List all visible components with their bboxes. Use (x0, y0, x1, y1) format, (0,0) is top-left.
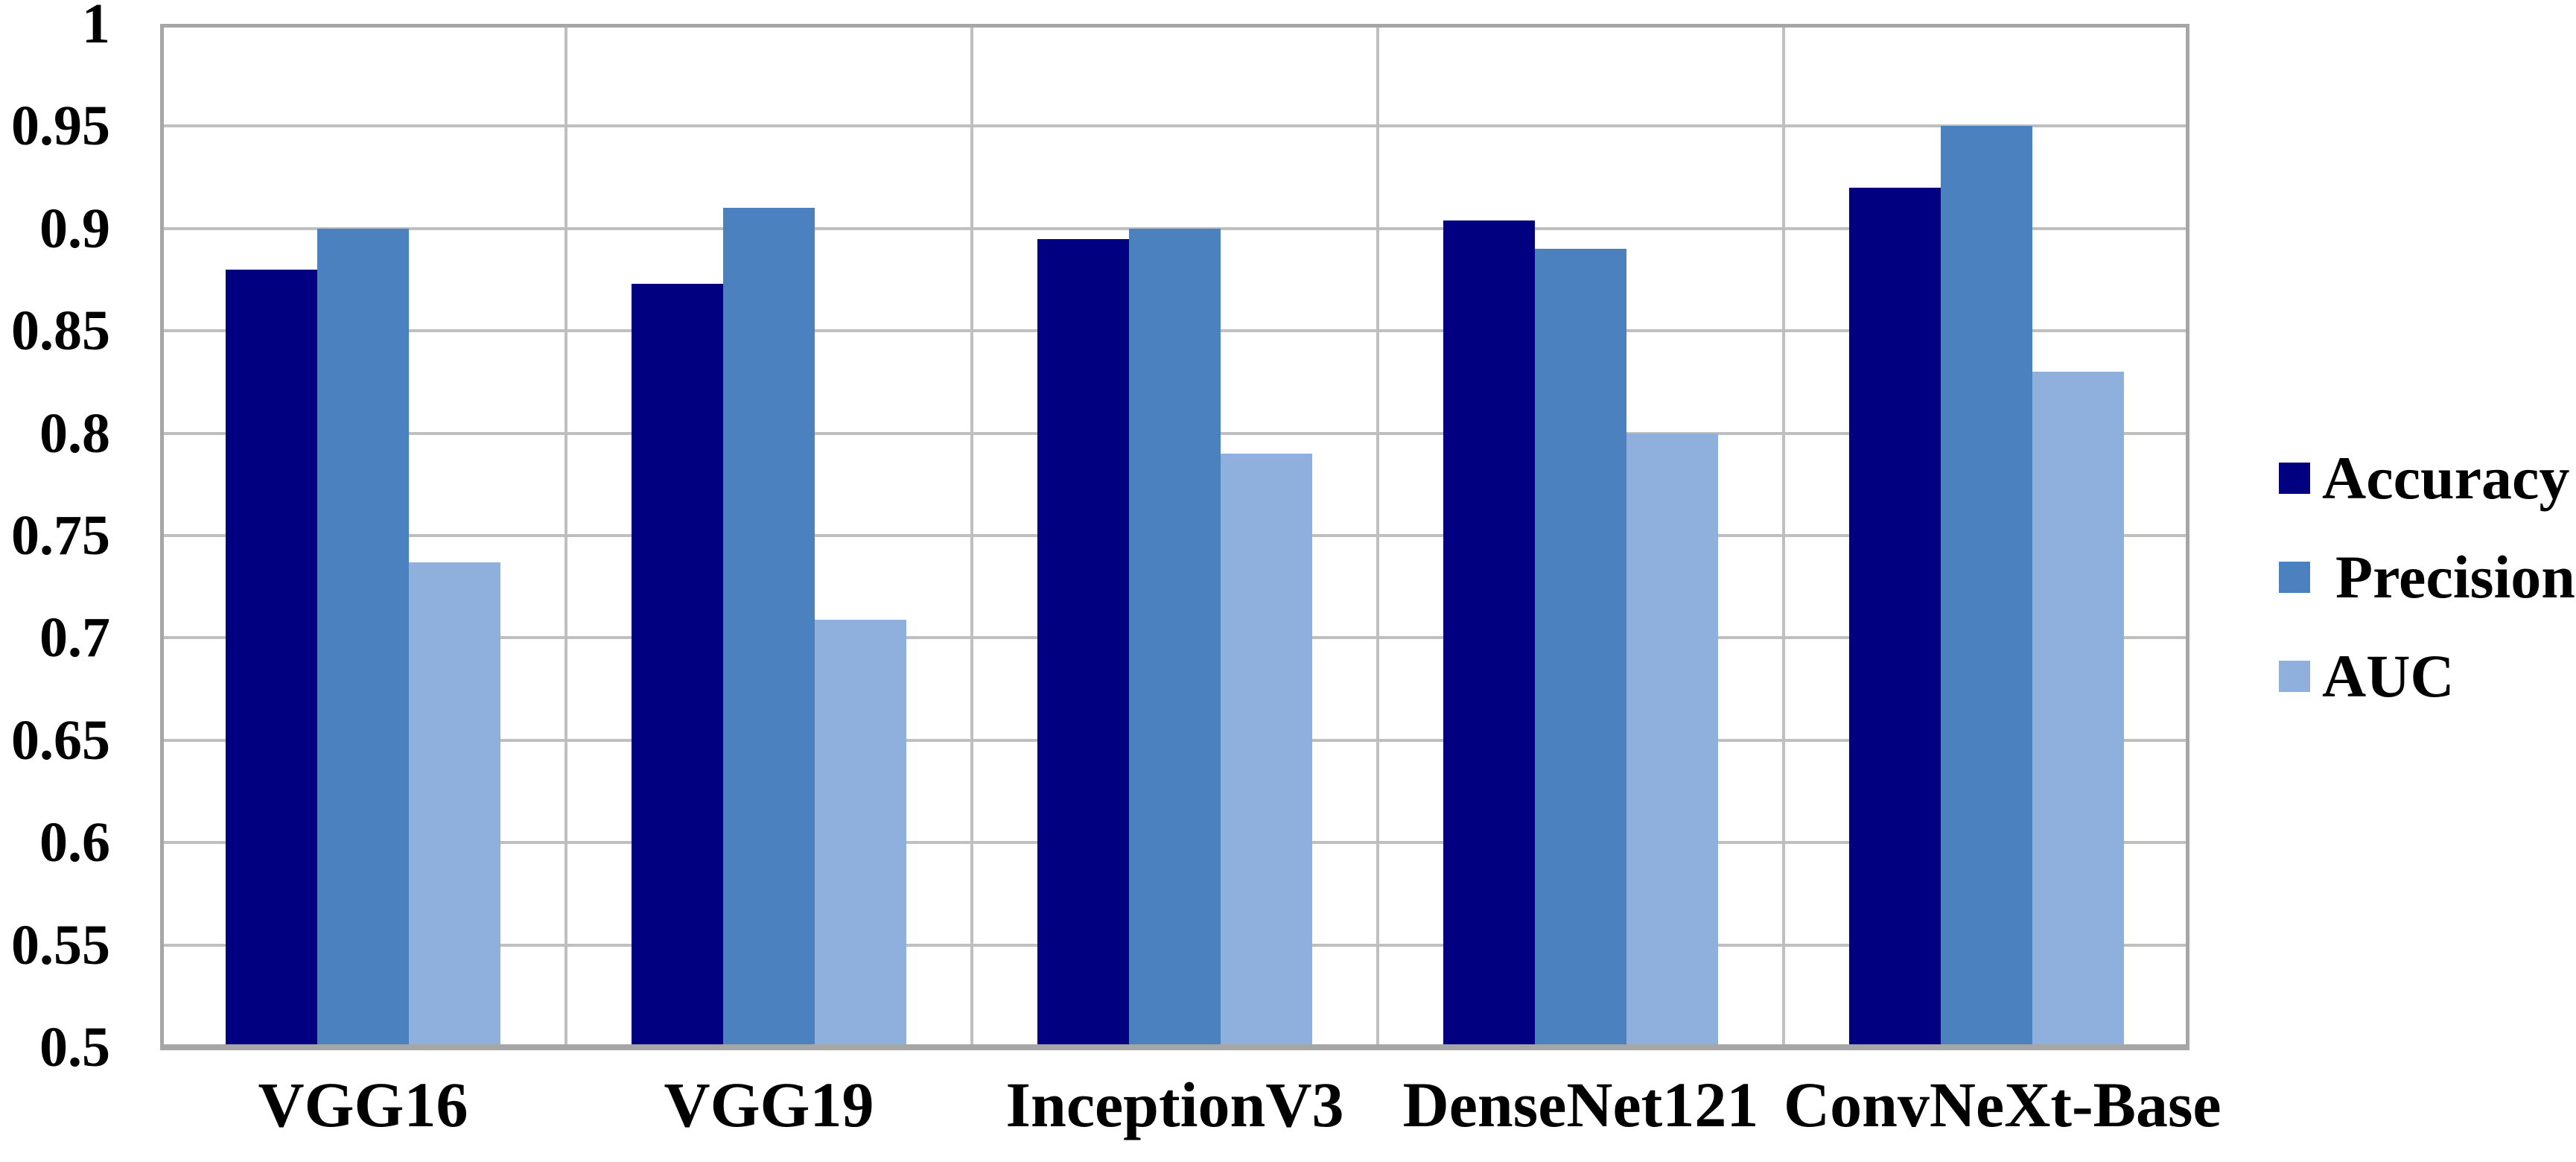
bar-inceptionv3-accuracy (1037, 238, 1129, 1047)
x-category-label-vgg19: VGG19 (664, 1069, 874, 1140)
y-tick-label-0.55: 0.55 (11, 913, 110, 977)
bar-inceptionv3-auc (1221, 454, 1312, 1047)
y-tick-label-0.85: 0.85 (11, 299, 110, 363)
bar-convnext-base-precision (1941, 126, 2032, 1047)
legend-label-auc: AUC (2322, 642, 2455, 710)
legend-item-auc: AUC (2238, 638, 2575, 715)
plot-border-top (160, 24, 2189, 28)
legend-label-precision: Precision (2335, 543, 2575, 611)
legend-item-accuracy: Accuracy (2238, 439, 2575, 517)
gridline-h-0.95 (160, 124, 2189, 128)
bar-vgg16-accuracy (226, 269, 317, 1047)
legend: Accuracy Precision AUC (2238, 439, 2575, 737)
bar-densenet121-auc (1626, 433, 1718, 1047)
bar-inceptionv3-precision (1129, 228, 1221, 1047)
legend-marker-auc-icon (2279, 661, 2310, 692)
bar-vgg19-auc (815, 619, 906, 1047)
y-tick-label-0.75: 0.75 (11, 504, 110, 567)
y-tick-label-1: 1 (82, 0, 110, 55)
x-category-label-densenet121: DenseNet121 (1402, 1069, 1759, 1140)
plot-area (160, 24, 2189, 1050)
legend-item-precision: Precision (2238, 539, 2575, 616)
bar-vgg19-precision (723, 208, 815, 1047)
bar-convnext-base-accuracy (1849, 187, 1941, 1047)
y-tick-label-0.9: 0.9 (39, 197, 110, 260)
plot-border-left (160, 24, 164, 1047)
bar-vgg19-accuracy (632, 284, 723, 1047)
y-tick-label-0.5: 0.5 (39, 1016, 110, 1079)
bar-group-vgg16 (160, 24, 566, 1047)
y-tick-label-0.8: 0.8 (39, 401, 110, 465)
bar-group-vgg19 (566, 24, 972, 1047)
bar-convnext-base-auc (2032, 372, 2124, 1047)
y-tick-label-0.95: 0.95 (11, 95, 110, 158)
x-axis-line (160, 1044, 2189, 1050)
x-category-label-vgg16: VGG16 (258, 1069, 468, 1140)
x-category-label-inceptionv3: InceptionV3 (1005, 1069, 1344, 1140)
gridline-v-2 (970, 24, 973, 1047)
bar-vgg16-auc (409, 562, 500, 1047)
bar-densenet121-accuracy (1443, 220, 1535, 1047)
y-tick-label-0.6: 0.6 (39, 811, 110, 874)
legend-label-accuracy: Accuracy (2322, 444, 2570, 512)
gridline-v-4 (1782, 24, 1785, 1047)
bar-densenet121-precision (1535, 249, 1626, 1047)
bar-group-inceptionv3 (972, 24, 1378, 1047)
gridline-v-3 (1376, 24, 1379, 1047)
y-tick-label-0.65: 0.65 (11, 708, 110, 772)
bar-group-densenet121 (1378, 24, 1784, 1047)
gridline-v-1 (565, 24, 567, 1047)
bar-group-convnext-base (1784, 24, 2189, 1047)
x-category-label-convnext-base: ConvNeXt-Base (1784, 1069, 2222, 1140)
gridline-h-0.9 (160, 226, 2189, 230)
y-tick-label-0.7: 0.7 (39, 606, 110, 670)
plot-border-right (2186, 24, 2189, 1047)
legend-marker-accuracy-icon (2279, 463, 2310, 494)
legend-marker-precision-icon (2279, 562, 2310, 593)
bar-vgg16-precision (317, 228, 409, 1047)
